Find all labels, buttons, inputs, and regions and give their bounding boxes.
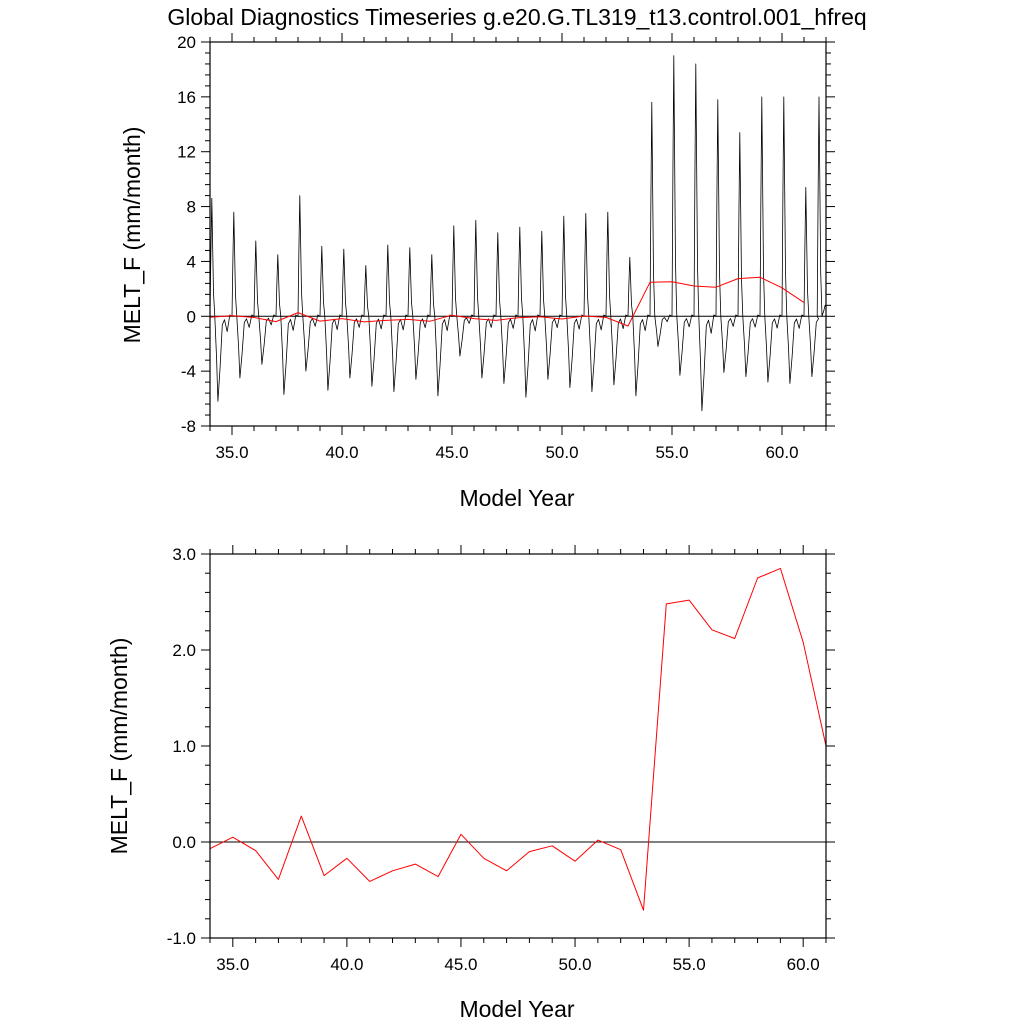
chart-title: Global Diagnostics Timeseries g.e20.G.TL… [167, 4, 866, 30]
y-tick-label: 0 [187, 307, 196, 326]
y-tick-label: 16 [177, 88, 196, 107]
y-tick-label: -1.0 [167, 929, 196, 948]
monthly-series-line [210, 55, 826, 412]
x-tick-label: 50.0 [558, 955, 591, 974]
x-tick-label: 40.0 [330, 955, 363, 974]
bottom-y-axis-label: MELT_F (mm/month) [106, 638, 132, 855]
x-tick-label: 55.0 [673, 955, 706, 974]
plot-frame [209, 41, 827, 427]
x-tick-label: 60.0 [787, 955, 820, 974]
y-tick-label: 1.0 [172, 737, 196, 756]
x-tick-label: 45.0 [435, 443, 468, 462]
top-y-axis-label: MELT_F (mm/month) [119, 127, 145, 344]
bottom-x-axis-label: Model Year [459, 996, 574, 1022]
x-tick-label: 40.0 [325, 443, 358, 462]
x-tick-label: 35.0 [216, 955, 249, 974]
annual-series-line [210, 567, 826, 911]
y-tick-label: 0.0 [172, 833, 196, 852]
y-tick-label: 3.0 [172, 545, 196, 564]
y-tick-label: 4 [187, 252, 196, 271]
x-tick-label: 45.0 [444, 955, 477, 974]
x-tick-label: 55.0 [655, 443, 688, 462]
x-tick-label: 50.0 [545, 443, 578, 462]
x-tick-label: 35.0 [215, 443, 248, 462]
annual-series-line [210, 276, 805, 327]
top-x-axis-label: Model Year [459, 485, 574, 511]
y-tick-label: 2.0 [172, 641, 196, 660]
y-tick-label: -8 [181, 417, 196, 436]
y-tick-label: -4 [181, 362, 196, 381]
x-tick-label: 60.0 [765, 443, 798, 462]
y-tick-label: 12 [177, 143, 196, 162]
panel-bottom: Model Year MELT_F (mm/month) 35.0 40.0 45.… [106, 545, 835, 1022]
y-tick-label: 20 [177, 33, 196, 52]
y-tick-label: 8 [187, 198, 196, 217]
plot-frame [209, 553, 827, 939]
panel-top: Model Year MELT_F (mm/month) 35.0 40.0 45.… [119, 33, 835, 511]
